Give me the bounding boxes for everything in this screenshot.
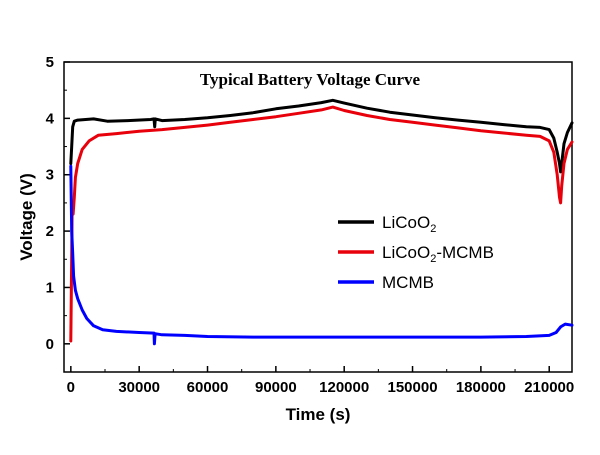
legend-label: LiCoO2-MCMB [382,243,494,265]
x-tick-label: 60000 [187,379,229,396]
legend-label: LiCoO2 [382,213,436,235]
series-line-mcmb [69,164,574,346]
y-tick-label: 0 [46,336,54,353]
x-tick-label: 180000 [456,379,506,396]
series-layer [69,98,574,346]
chart-title: Typical Battery Voltage Curve [200,70,421,89]
legend: LiCoO2 LiCoO2-MCMB MCMB [338,213,494,292]
y-tick-label: 1 [46,279,54,296]
series-line-licoo2 [69,98,574,174]
x-tick-label: 210000 [524,379,574,396]
series-line-licoo2-mcmb [69,105,574,343]
y-tick-label: 2 [46,223,54,240]
x-axis-title: Time (s) [286,405,351,424]
x-tick-label: 150000 [388,379,438,396]
x-tick-label: 30000 [118,379,160,396]
x-tick-label: 0 [67,379,75,396]
y-axis-ticks: 0 1 2 3 4 5 [46,54,70,373]
y-tick-label: 4 [46,110,55,127]
y-tick-label: 3 [46,167,54,184]
y-tick-label: 5 [46,54,54,71]
x-axis-ticks: 0 30000 60000 90000 120000 150000 180000 210000 [67,366,574,396]
plot-frame [63,61,573,373]
x-tick-label: 90000 [255,379,297,396]
y-axis-title: Voltage (V) [17,173,36,261]
x-tick-label: 120000 [319,379,369,396]
legend-label: MCMB [382,273,434,292]
